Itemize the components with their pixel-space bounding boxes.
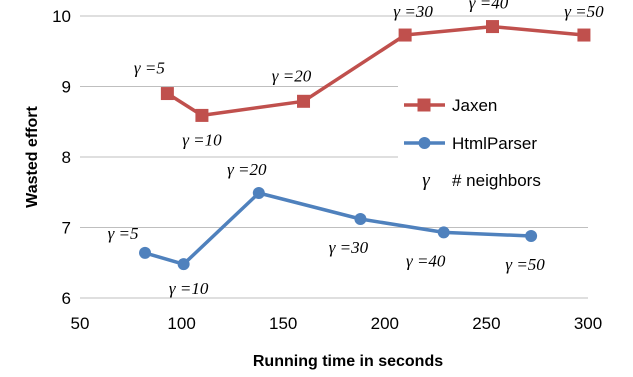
y-tick-labels: 6 7 8 9 10 [52, 7, 71, 308]
data-point-htmlparser [139, 246, 152, 259]
data-point-htmlparser [177, 258, 190, 271]
gamma-label: γ =50 [564, 2, 604, 21]
legend-gamma-symbol: γ [422, 170, 430, 191]
x-tick-label: 300 [574, 314, 602, 333]
series-line-htmlparser [144, 191, 532, 266]
legend-label-neighbors: # neighbors [452, 171, 541, 190]
data-point-jaxen [297, 94, 311, 108]
legend-marker-htmlparser [418, 137, 431, 149]
x-tick-label: 200 [371, 314, 399, 333]
x-tick-label: 250 [472, 314, 500, 333]
x-tick-label: 50 [71, 314, 90, 333]
x-tick-label: 150 [269, 314, 297, 333]
x-tick-label: 100 [167, 314, 195, 333]
y-axis-title: Wasted effort [24, 106, 41, 208]
data-point-htmlparser [252, 186, 265, 199]
y-tick-label: 6 [62, 289, 71, 308]
y-tick-label: 7 [62, 219, 71, 238]
data-point-jaxen [160, 87, 174, 101]
legend: Jaxen HtmlParser γ # neighbors [398, 85, 592, 207]
data-point-htmlparser [525, 229, 538, 242]
data-point-htmlparser [437, 226, 450, 239]
gamma-label: γ =10 [182, 130, 222, 149]
data-point-jaxen [485, 20, 499, 34]
data-point-jaxen [195, 108, 209, 122]
data-point-jaxen [577, 28, 591, 42]
data-point-jaxen [398, 28, 412, 42]
x-axis-title: Running time in seconds [253, 353, 443, 370]
legend-label-htmlparser: HtmlParser [452, 134, 537, 153]
data-point-htmlparser [354, 213, 367, 226]
gamma-label: γ =20 [272, 66, 312, 85]
gamma-label: γ =50 [505, 255, 545, 274]
legend-label-jaxen: Jaxen [452, 96, 497, 115]
y-tick-label: 10 [52, 7, 71, 26]
x-tick-labels: 50 100 150 200 250 300 [71, 314, 603, 333]
gamma-label: γ =30 [393, 2, 433, 21]
point-annotations: γ =5 γ =10 γ =20 γ =30 γ =40 γ =50 γ =5 γ =10 γ … [108, 0, 605, 298]
gamma-label: γ =40 [469, 0, 509, 13]
legend-marker-jaxen [417, 98, 431, 112]
gamma-label: γ =5 [108, 224, 139, 243]
gamma-label: γ =10 [169, 279, 209, 298]
y-tick-label: 8 [62, 148, 71, 167]
gamma-label: γ =5 [134, 59, 165, 78]
y-tick-label: 9 [62, 78, 71, 97]
series-group [139, 20, 591, 271]
gamma-label: γ =20 [227, 160, 267, 179]
gamma-label: γ =30 [329, 238, 369, 257]
gamma-label: γ =40 [406, 251, 446, 270]
